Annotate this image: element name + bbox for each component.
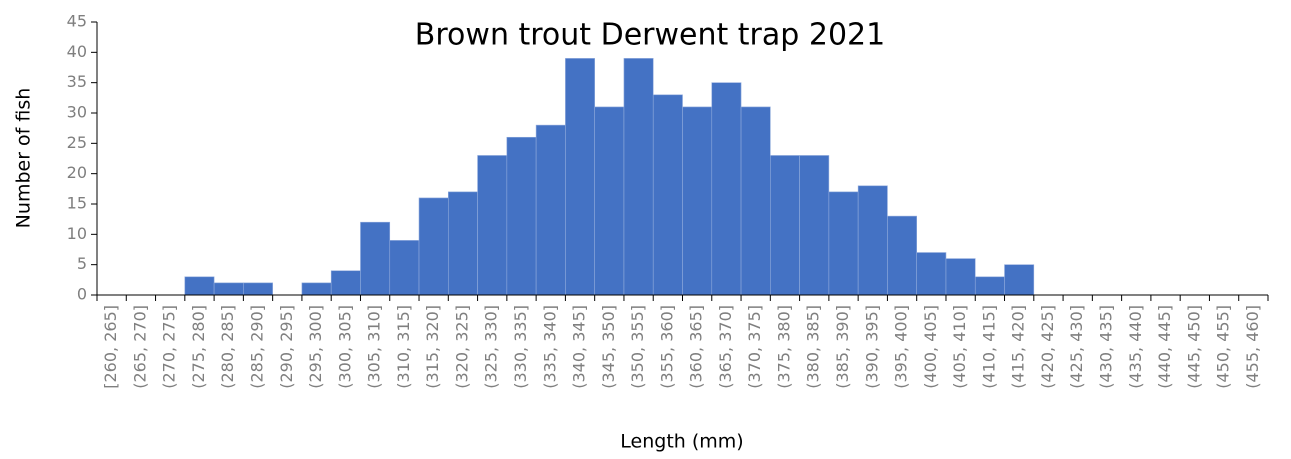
- x-tick-label: (305, 310]: [365, 305, 384, 389]
- bar: [243, 282, 273, 296]
- x-tick-label: (360, 365]: [687, 305, 706, 389]
- bar: [857, 185, 888, 296]
- x-tick-label: (275, 280]: [189, 305, 208, 389]
- x-tick-label: (420, 425]: [1038, 305, 1057, 389]
- bar: [594, 106, 625, 296]
- bar: [330, 270, 361, 296]
- x-tick-label: (285, 290]: [248, 305, 267, 389]
- x-tick-label: (295, 300]: [306, 305, 325, 389]
- bar: [506, 136, 537, 296]
- y-tick-label: 0: [77, 285, 87, 304]
- bar: [1004, 264, 1035, 296]
- y-tick-label: 20: [67, 163, 87, 182]
- bar: [301, 282, 332, 296]
- y-tick-label: 45: [67, 12, 87, 31]
- bar: [974, 276, 1005, 296]
- x-tick-label: (380, 385]: [804, 305, 823, 389]
- bar: [477, 155, 508, 296]
- x-tick-label: (355, 360]: [657, 305, 676, 389]
- x-tick-label: [260, 265]: [101, 305, 120, 389]
- x-tick-label: (430, 435]: [1096, 305, 1115, 389]
- x-tick-label: (425, 430]: [1067, 305, 1086, 389]
- bar: [711, 82, 742, 296]
- bar: [799, 155, 830, 296]
- y-tick-label: 10: [67, 224, 87, 243]
- bar: [828, 191, 859, 296]
- x-tick-label: (435, 440]: [1126, 305, 1145, 389]
- x-tick-label: (345, 350]: [599, 305, 618, 389]
- x-tick-label: (395, 400]: [892, 305, 911, 389]
- bar: [887, 215, 917, 296]
- bar: [447, 191, 478, 296]
- y-tick-label: 40: [67, 42, 87, 61]
- x-tick-label: (340, 345]: [570, 305, 589, 389]
- x-tick-label: (400, 405]: [921, 305, 940, 389]
- x-tick-label: (410, 415]: [979, 305, 998, 389]
- x-tick-label: (300, 305]: [335, 305, 354, 389]
- y-axis-label: Number of fish: [13, 88, 35, 229]
- x-tick-label: (385, 390]: [833, 305, 852, 389]
- bar: [213, 282, 244, 296]
- x-tick-label: (445, 450]: [1184, 305, 1203, 389]
- x-tick-label: (290, 295]: [277, 305, 296, 389]
- bar: [565, 58, 595, 296]
- bar: [623, 58, 654, 296]
- y-tick-label: 35: [67, 72, 87, 91]
- y-tick-label: 30: [67, 103, 87, 122]
- x-tick-label: (310, 315]: [394, 305, 413, 389]
- bar: [535, 124, 566, 296]
- bar: [770, 155, 800, 296]
- bar: [945, 258, 976, 296]
- x-tick-label: (440, 445]: [1155, 305, 1174, 389]
- x-tick-label: (405, 410]: [950, 305, 969, 389]
- bar: [389, 240, 420, 296]
- x-tick-label: (270, 275]: [160, 305, 179, 389]
- y-tick-label: 5: [77, 254, 87, 273]
- bar: [740, 106, 771, 296]
- chart-title: Brown trout Derwent trap 2021: [415, 18, 885, 53]
- y-tick-label: 15: [67, 194, 87, 213]
- x-tick-label: (335, 340]: [540, 305, 559, 389]
- x-tick-label: (320, 325]: [452, 305, 471, 389]
- bar: [682, 106, 713, 296]
- x-axis-label: Length (mm): [620, 431, 743, 453]
- x-tick-label: (280, 285]: [218, 305, 237, 389]
- bar: [184, 276, 215, 296]
- x-tick-label: (350, 355]: [628, 305, 647, 389]
- bar: [916, 252, 947, 296]
- bar: [360, 221, 391, 296]
- x-tick-label: (325, 330]: [482, 305, 501, 389]
- x-tick-label: (370, 375]: [745, 305, 764, 389]
- bar: [652, 94, 683, 296]
- x-tick-label: (375, 380]: [774, 305, 793, 389]
- x-tick-label: (450, 455]: [1214, 305, 1233, 389]
- x-tick-label: (315, 320]: [423, 305, 442, 389]
- x-tick-label: (415, 420]: [1009, 305, 1028, 389]
- x-tick-label: (390, 395]: [862, 305, 881, 389]
- bar: [418, 197, 449, 296]
- y-tick-label: 25: [67, 133, 87, 152]
- x-tick-label: (330, 335]: [511, 305, 530, 389]
- x-tick-label: (455, 460]: [1243, 305, 1262, 389]
- x-tick-label: (365, 370]: [716, 305, 735, 389]
- x-tick-label: (265, 270]: [130, 305, 149, 389]
